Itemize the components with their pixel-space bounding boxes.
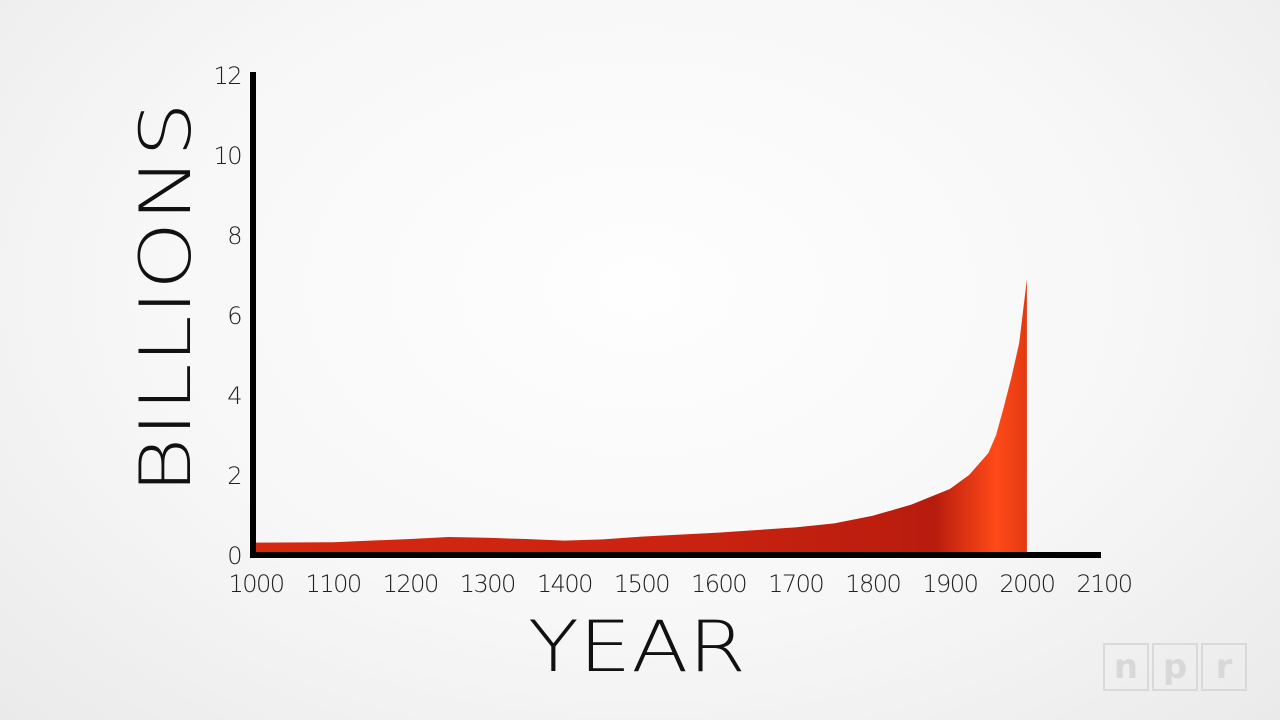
x-tick-label: 1600 bbox=[691, 570, 746, 598]
x-axis-title: YEAR bbox=[528, 606, 746, 688]
y-tick-label: 0 bbox=[227, 542, 241, 570]
x-tick-label: 2000 bbox=[999, 570, 1054, 598]
npr-logo: n p r bbox=[1103, 643, 1247, 691]
x-tick-label: 1400 bbox=[537, 570, 592, 598]
npr-logo-letter: n bbox=[1103, 643, 1149, 691]
y-tick-label: 12 bbox=[213, 62, 241, 90]
y-tick-label: 10 bbox=[213, 142, 241, 170]
x-tick-label: 1200 bbox=[383, 570, 438, 598]
y-tick-label: 8 bbox=[227, 222, 241, 250]
x-tick-label: 1800 bbox=[845, 570, 900, 598]
y-tick-label: 2 bbox=[227, 462, 241, 490]
x-tick-label: 1300 bbox=[460, 570, 515, 598]
series-area bbox=[256, 279, 1027, 555]
x-tick-label: 1100 bbox=[306, 570, 361, 598]
y-tick-label: 6 bbox=[227, 302, 241, 330]
x-tick-label: 2100 bbox=[1076, 570, 1131, 598]
y-tick-label: 4 bbox=[227, 382, 241, 410]
x-tick-label: 1700 bbox=[768, 570, 823, 598]
y-axis-title: BILLIONS bbox=[125, 102, 207, 494]
npr-logo-letter: p bbox=[1152, 643, 1198, 691]
npr-logo-letter: r bbox=[1201, 643, 1247, 691]
x-tick-label: 1500 bbox=[614, 570, 669, 598]
x-tick-label: 1900 bbox=[922, 570, 977, 598]
x-tick-label: 1000 bbox=[228, 570, 283, 598]
